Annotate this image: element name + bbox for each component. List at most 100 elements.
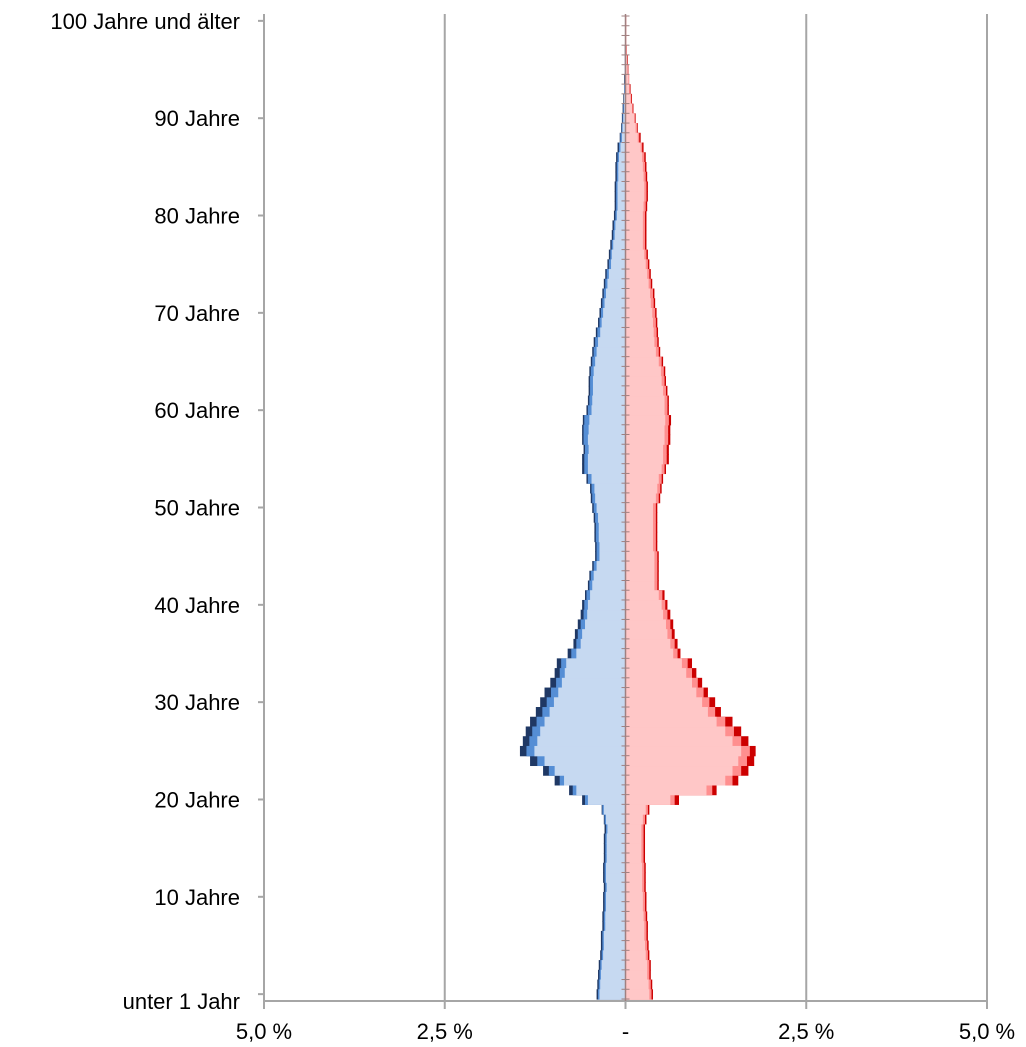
bar-right-inner-39 xyxy=(625,609,664,621)
bar-right-inner-6 xyxy=(625,930,645,942)
bar-left-inner-49 xyxy=(598,512,626,523)
bar-right-inner-78 xyxy=(625,230,643,241)
bar-left-inner-69 xyxy=(601,317,626,329)
bar-left-inner-2 xyxy=(600,969,626,981)
bar-left-inner-51 xyxy=(595,492,626,504)
bar-right-inner-28 xyxy=(625,716,717,728)
bar-right-inner-51 xyxy=(625,492,656,504)
bar-right-inner-86 xyxy=(625,152,643,163)
x-tick-label-2: - xyxy=(622,1019,629,1044)
bar-right-inner-19 xyxy=(625,804,646,815)
bar-left-inner-83 xyxy=(617,181,626,192)
bar-left-inner-24 xyxy=(544,755,626,767)
y-tick-label-2: 20 Jahre xyxy=(154,787,240,812)
bar-right-inner-72 xyxy=(625,288,651,299)
bar-right-inner-83 xyxy=(625,181,645,192)
bar-left-inner-35 xyxy=(576,648,626,659)
bar-right-inner-70 xyxy=(625,307,653,319)
y-tick-label-1: 10 Jahre xyxy=(154,885,240,910)
bar-left-inner-79 xyxy=(615,220,626,231)
y-tick-label-8: 80 Jahre xyxy=(154,204,240,229)
bar-left-inner-65 xyxy=(595,356,626,367)
bar-right-inner-27 xyxy=(625,726,726,737)
bar-left-inner-14 xyxy=(606,853,626,864)
bar-left-inner-36 xyxy=(580,638,626,650)
bar-right-inner-2 xyxy=(625,969,648,981)
y-tick-label-9: 90 Jahre xyxy=(154,106,240,131)
bar-left-inner-40 xyxy=(587,599,626,611)
bar-left-inner-30 xyxy=(553,697,626,708)
bar-left-inner-11 xyxy=(606,882,626,893)
bar-right-inner-20 xyxy=(625,794,671,805)
bar-left-inner-82 xyxy=(617,191,626,202)
bar-left-inner-85 xyxy=(618,161,626,173)
bar-right-inner-87 xyxy=(625,142,641,153)
bar-left-inner-56 xyxy=(588,444,626,455)
bar-left-inner-46 xyxy=(599,541,626,552)
bar-right-inner-26 xyxy=(625,736,733,747)
y-tick-label-10: 100 Jahre und älter xyxy=(50,9,240,34)
bar-right-inner-82 xyxy=(625,191,645,202)
bar-left-inner-5 xyxy=(603,940,626,951)
bar-right-inner-61 xyxy=(625,395,665,406)
bar-right-inner-42 xyxy=(625,580,655,591)
bar-right-inner-50 xyxy=(625,502,653,513)
y-tick-label-5: 50 Jahre xyxy=(154,496,240,521)
bar-right-inner-59 xyxy=(625,415,666,426)
bar-right-inner-22 xyxy=(625,775,726,786)
bar-left-inner-76 xyxy=(611,249,626,260)
bar-left-inner-10 xyxy=(605,891,626,903)
bar-right-inner-41 xyxy=(625,590,659,601)
bar-left-inner-84 xyxy=(618,171,626,183)
bar-right-inner-92 xyxy=(625,93,631,105)
x-tick-label-4: 5,0 % xyxy=(959,1019,1015,1044)
bar-right-inner-88 xyxy=(625,132,638,144)
axes xyxy=(258,14,988,1009)
bar-right-inner-79 xyxy=(625,220,643,231)
bar-right-inner-36 xyxy=(625,638,671,650)
bar-left-inner-29 xyxy=(549,707,626,718)
bar-left-inner-53 xyxy=(591,473,626,484)
bar-right-inner-15 xyxy=(625,843,642,854)
y-tick-label-6: 60 Jahre xyxy=(154,398,240,423)
bar-left-inner-1 xyxy=(600,979,626,990)
bar-left-inner-34 xyxy=(566,658,626,669)
bar-left-inner-86 xyxy=(618,152,626,163)
bar-left-inner-45 xyxy=(599,551,626,562)
bar-right-inner-58 xyxy=(625,424,665,436)
bar-left-inner-58 xyxy=(588,424,626,436)
bar-left-inner-41 xyxy=(590,590,626,601)
bar-left-inner-60 xyxy=(591,405,626,416)
bar-left-inner-42 xyxy=(592,580,626,591)
bar-right-inner-55 xyxy=(625,453,664,465)
bar-right-inner-54 xyxy=(625,463,662,475)
bar-right-inner-40 xyxy=(625,599,662,611)
bar-left-inner-50 xyxy=(596,502,626,513)
bar-left-inner-67 xyxy=(598,337,626,348)
bar-left-inner-66 xyxy=(596,346,626,358)
bar-left-inner-54 xyxy=(587,463,626,475)
bar-left-inner-37 xyxy=(582,629,626,640)
bar-left-inner-73 xyxy=(607,278,626,290)
bar-left-inner-33 xyxy=(564,668,626,679)
bar-right-inner-73 xyxy=(625,278,649,290)
bar-left-inner-0 xyxy=(599,989,626,1000)
bar-right-inner-1 xyxy=(625,979,649,990)
bar-right-inner-48 xyxy=(625,522,653,533)
bar-left-inner-64 xyxy=(593,366,626,377)
bar-left-inner-74 xyxy=(608,269,626,280)
bar-right-inner-5 xyxy=(625,940,646,951)
bar-right-inner-63 xyxy=(625,376,662,387)
bar-right-inner-14 xyxy=(625,853,642,864)
bar-right-inner-16 xyxy=(625,833,642,844)
bar-left-inner-31 xyxy=(558,687,626,698)
bar-left-inner-90 xyxy=(623,113,626,124)
bar-right-inner-47 xyxy=(625,531,653,543)
bar-left-inner-68 xyxy=(600,327,626,338)
bar-left-inner-20 xyxy=(587,794,626,805)
bar-left-inner-57 xyxy=(587,434,626,445)
bar-left-inner-81 xyxy=(617,200,626,212)
bar-right-inner-13 xyxy=(625,862,643,874)
bar-left-inner-48 xyxy=(598,522,626,533)
bar-left-inner-4 xyxy=(603,950,626,961)
